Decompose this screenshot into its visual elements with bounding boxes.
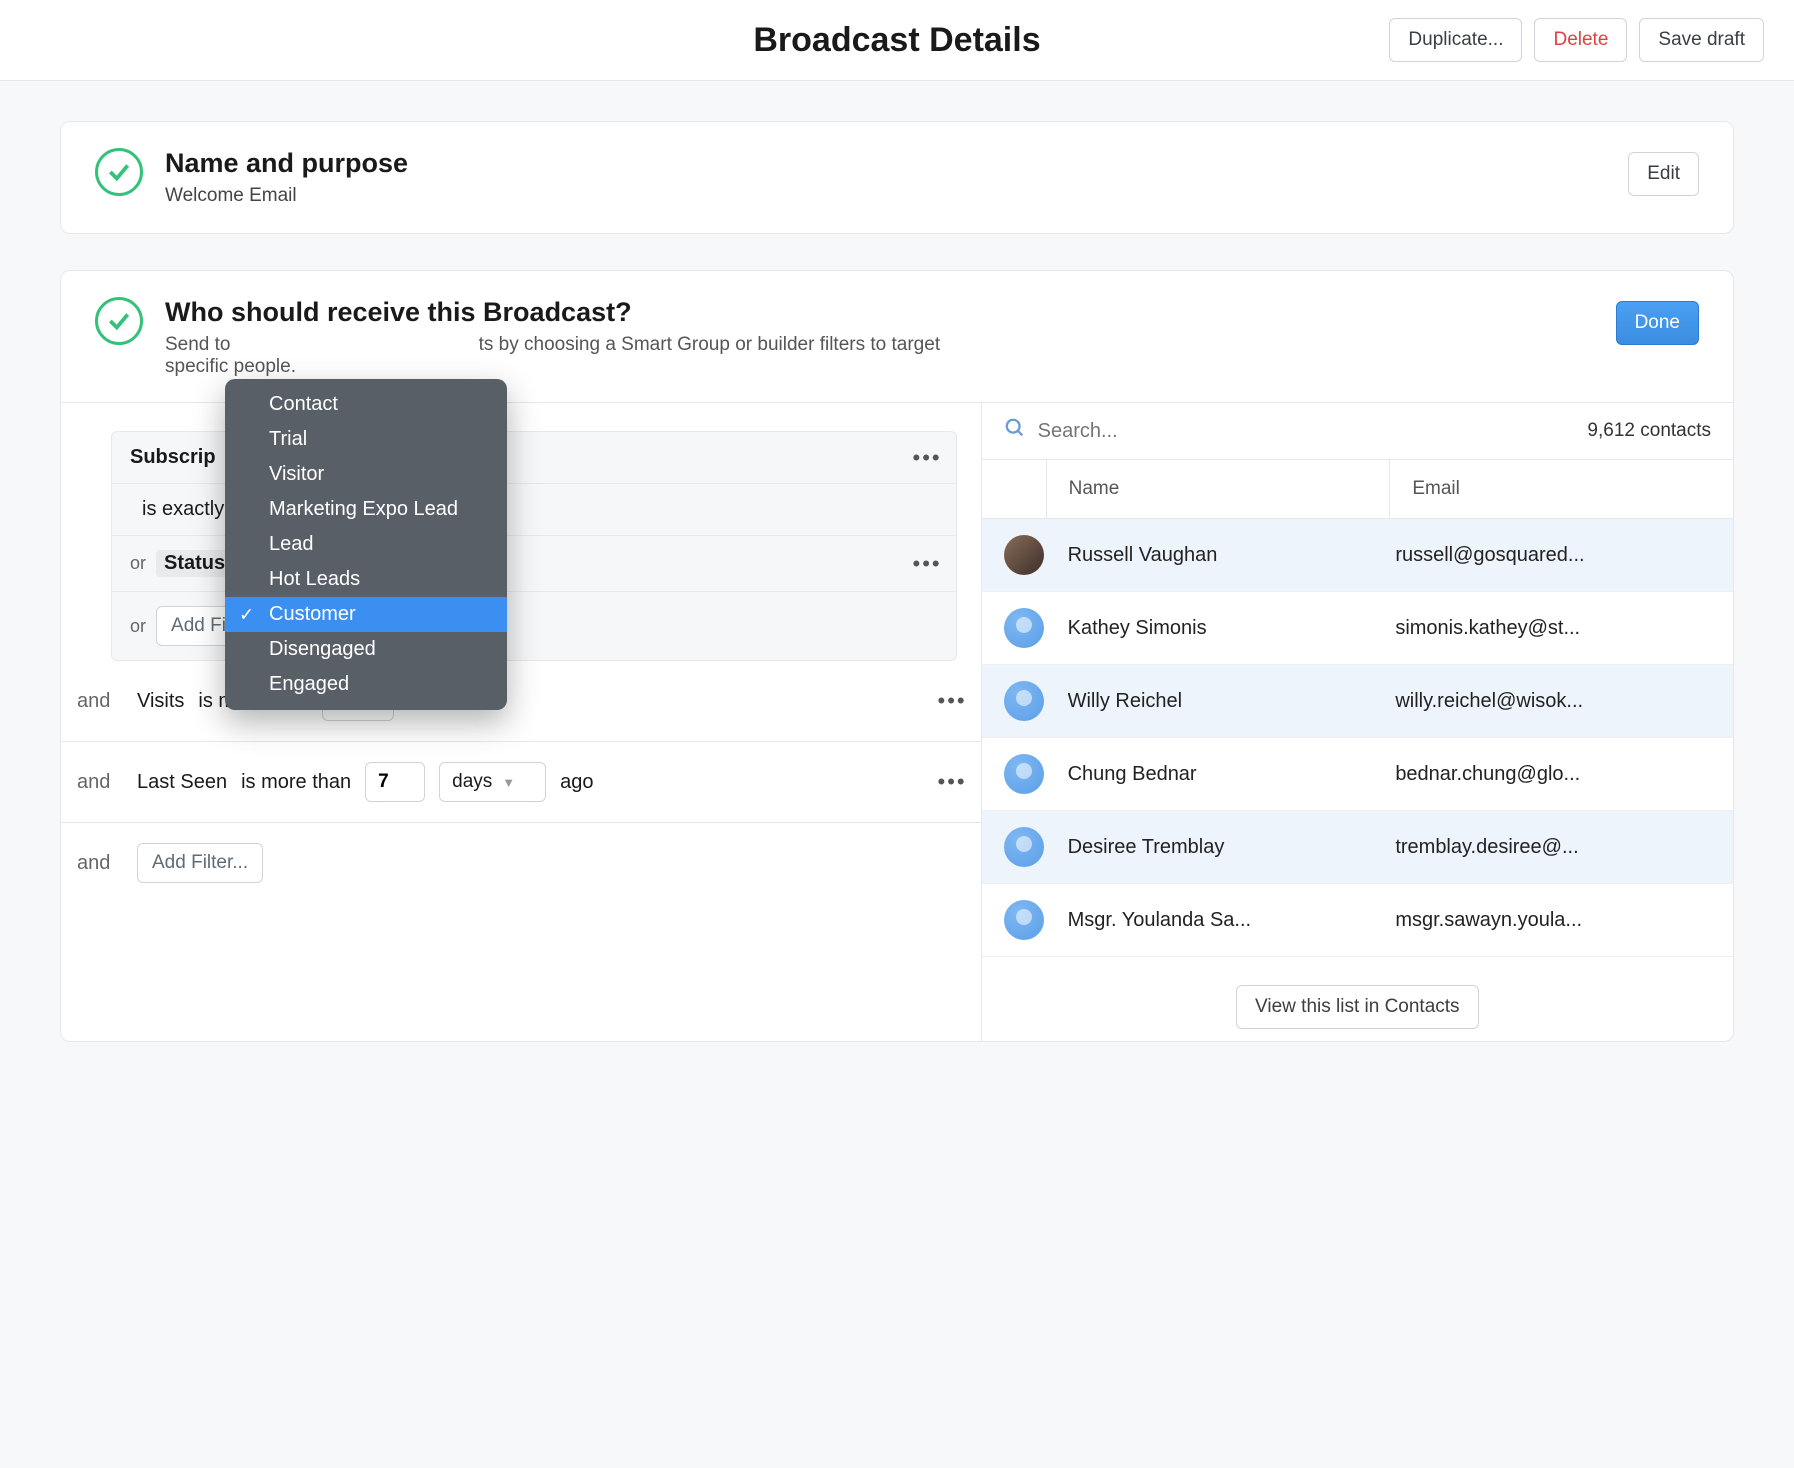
contact-row[interactable]: Msgr. Youlanda Sa...msgr.sawayn.youla... (982, 884, 1733, 957)
dropdown-item-label: Lead (269, 533, 314, 555)
check-icon (95, 148, 143, 196)
dropdown-item[interactable]: Engaged (225, 667, 507, 702)
more-icon[interactable]: ••• (938, 688, 967, 714)
name-purpose-card: Name and purpose Welcome Email Edit (60, 121, 1734, 234)
filter-operator: is more than (241, 771, 351, 794)
filter-field-status[interactable]: Status (156, 550, 233, 577)
and-label: and (77, 852, 123, 875)
avatar (1004, 535, 1044, 575)
contacts-rows: Russell Vaughanrussell@gosquared...Kathe… (982, 519, 1733, 957)
contact-row[interactable]: Kathey Simonissimonis.kathey@st... (982, 592, 1733, 665)
dropdown-item[interactable]: Contact (225, 387, 507, 422)
name-section-title: Name and purpose (165, 148, 408, 179)
header-actions: Duplicate... Delete Save draft (1389, 18, 1764, 62)
view-list-button[interactable]: View this list in Contacts (1236, 985, 1479, 1029)
dropdown-item[interactable]: Trial (225, 422, 507, 457)
avatar (1004, 681, 1044, 721)
filter-and-visits: and Visits is more than ••• (61, 661, 981, 742)
audience-title: Who should receive this Broadcast? (165, 297, 1699, 328)
avatar (1004, 900, 1044, 940)
dropdown-item[interactable]: Marketing Expo Lead (225, 492, 507, 527)
contact-email: tremblay.desiree@... (1395, 836, 1711, 859)
done-button[interactable]: Done (1616, 301, 1699, 345)
more-icon[interactable]: ••• (938, 769, 967, 795)
col-email[interactable]: Email (1389, 460, 1733, 518)
more-icon[interactable]: ••• (913, 445, 942, 471)
status-dropdown[interactable]: Contact Trial Visitor Marketing Expo Lead Le… (225, 379, 507, 710)
view-list-row: View this list in Contacts (982, 957, 1733, 1041)
filter-operator: is exactly (142, 498, 224, 521)
contact-email: willy.reichel@wisok... (1395, 690, 1711, 713)
save-draft-button[interactable]: Save draft (1639, 18, 1764, 62)
check-icon (95, 297, 143, 345)
filter-and-lastseen: and Last Seen is more than days ▼ ago ••… (61, 742, 981, 823)
contact-email: bednar.chung@glo... (1395, 763, 1711, 786)
filter-and-add: and Add Filter... (61, 823, 981, 903)
delete-button[interactable]: Delete (1534, 18, 1627, 62)
contact-name: Kathey Simonis (1068, 617, 1396, 640)
add-filter-button[interactable]: Add Filter... (137, 843, 263, 883)
dropdown-item[interactable]: Hot Leads (225, 562, 507, 597)
lastseen-value-input[interactable] (365, 762, 425, 802)
main-container: Name and purpose Welcome Email Edit Who … (0, 81, 1794, 1118)
edit-button[interactable]: Edit (1628, 152, 1699, 196)
contact-name: Russell Vaughan (1068, 544, 1396, 567)
contact-email: msgr.sawayn.youla... (1395, 909, 1711, 932)
lastseen-unit-select[interactable]: days ▼ (439, 762, 546, 802)
contact-name: Chung Bednar (1068, 763, 1396, 786)
contacts-panel: 9,612 contacts Name Email Russell Vaugha… (981, 402, 1733, 1041)
contacts-count: 9,612 contacts (1587, 420, 1711, 442)
contact-row[interactable]: Chung Bednarbednar.chung@glo... (982, 738, 1733, 811)
contact-row[interactable]: Russell Vaughanrussell@gosquared... (982, 519, 1733, 592)
dropdown-item-label: Trial (269, 428, 307, 450)
filter-field-visits: Visits (137, 690, 184, 713)
dropdown-item-label: Contact (269, 393, 338, 415)
contacts-search-row: 9,612 contacts (982, 403, 1733, 460)
or-label: or (130, 616, 146, 637)
contacts-search-input[interactable] (1038, 420, 1576, 443)
contact-name: Desiree Tremblay (1068, 836, 1396, 859)
dropdown-item-label: Visitor (269, 463, 324, 485)
or-label: or (130, 553, 146, 574)
filter-field-label: Subscrip (130, 446, 216, 469)
avatar (1004, 608, 1044, 648)
dropdown-item[interactable]: Lead (225, 527, 507, 562)
avatar (1004, 754, 1044, 794)
contact-email: simonis.kathey@st... (1395, 617, 1711, 640)
audience-card: Who should receive this Broadcast? Send … (60, 270, 1734, 1042)
filter-field-lastseen: Last Seen (137, 771, 227, 794)
contact-row[interactable]: Willy Reichelwilly.reichel@wisok... (982, 665, 1733, 738)
contact-email: russell@gosquared... (1395, 544, 1711, 567)
more-icon[interactable]: ••• (913, 551, 942, 577)
and-label: and (77, 690, 123, 713)
col-name[interactable]: Name (1046, 460, 1390, 518)
filter-suffix: ago (560, 771, 593, 794)
page-title: Broadcast Details (753, 21, 1040, 60)
dropdown-item[interactable]: Visitor (225, 457, 507, 492)
and-label: and (77, 771, 123, 794)
contact-name: Msgr. Youlanda Sa... (1068, 909, 1396, 932)
dropdown-item-label: Engaged (269, 673, 349, 695)
search-icon (1004, 417, 1026, 445)
name-section-value: Welcome Email (165, 185, 408, 207)
select-value: days (452, 771, 492, 793)
duplicate-button[interactable]: Duplicate... (1389, 18, 1522, 62)
dropdown-item[interactable]: ✓ Customer (225, 597, 507, 632)
col-avatar (982, 460, 1046, 518)
audience-description: Send to ts by choosing a Smart Group or … (165, 334, 985, 378)
check-icon: ✓ (239, 604, 254, 625)
contact-name: Willy Reichel (1068, 690, 1396, 713)
avatar (1004, 827, 1044, 867)
contacts-table-header: Name Email (982, 460, 1733, 519)
filters-panel: Subscrip ••• is exactly or Status is •••… (61, 402, 981, 1041)
page-header: Broadcast Details Duplicate... Delete Sa… (0, 0, 1794, 81)
dropdown-item-label: Hot Leads (269, 568, 360, 590)
dropdown-item-label: Disengaged (269, 638, 376, 660)
contact-row[interactable]: Desiree Tremblaytremblay.desiree@... (982, 811, 1733, 884)
dropdown-item-label: Customer (269, 603, 356, 625)
dropdown-item[interactable]: Disengaged (225, 632, 507, 667)
dropdown-item-label: Marketing Expo Lead (269, 498, 458, 520)
chevron-down-icon: ▼ (502, 775, 515, 790)
